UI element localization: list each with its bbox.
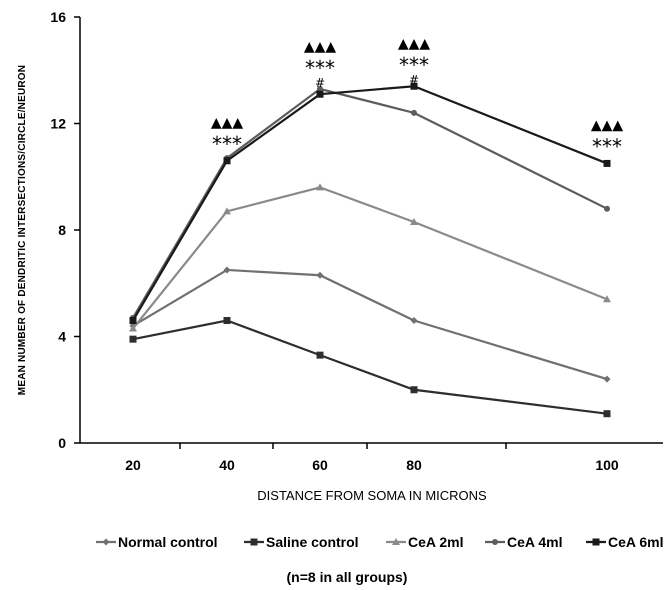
data-point — [223, 317, 231, 325]
legend-label: CeA 6ml — [608, 534, 664, 550]
legend-item: Saline control — [244, 534, 359, 550]
hash-marker: # — [409, 73, 419, 87]
data-point — [316, 351, 324, 359]
x-axis-label: DISTANCE FROM SOMA IN MICRONS — [257, 488, 487, 503]
triangle-markers: ▲▲▲ — [591, 117, 624, 133]
data-point — [410, 82, 418, 90]
legend-swatch-marker — [250, 538, 258, 546]
data-point — [316, 183, 324, 191]
series-line — [132, 319, 608, 415]
data-point — [603, 375, 611, 383]
data-point — [317, 85, 323, 92]
data-point — [604, 205, 610, 212]
x-tick-label: 60 — [312, 457, 328, 473]
legend-item: CeA 4ml — [485, 534, 563, 550]
star-markers: *** — [212, 132, 242, 156]
sample-size-note: (n=8 in all groups) — [287, 569, 408, 585]
legend-item: CeA 6ml — [586, 534, 664, 550]
significance-annotation: ▲▲▲*** — [211, 115, 244, 156]
series-1 — [129, 317, 611, 418]
legend-label: CeA 4ml — [507, 534, 563, 550]
star-markers: *** — [399, 53, 429, 77]
data-point — [316, 271, 324, 279]
series-2 — [129, 183, 611, 332]
significance-annotation: ▲▲▲***# — [304, 39, 337, 90]
y-ticks: 0 4 8 12 16 — [50, 9, 80, 451]
data-point — [410, 218, 418, 226]
y-tick-label: 16 — [50, 9, 66, 25]
y-tick-label: 0 — [58, 435, 66, 451]
legend-label: Saline control — [266, 534, 359, 550]
data-point — [603, 410, 611, 418]
data-point — [411, 109, 417, 116]
star-markers: *** — [592, 134, 622, 158]
legend-swatch-marker — [102, 538, 110, 546]
data-point — [410, 317, 418, 325]
series-4 — [129, 82, 611, 325]
significance-annotation: ▲▲▲***# — [398, 36, 431, 87]
data-point — [603, 159, 611, 167]
x-tick-label: 80 — [406, 457, 422, 473]
data-point — [129, 317, 137, 325]
legend-item: CeA 2ml — [386, 534, 464, 550]
data-point — [316, 90, 324, 98]
y-tick-label: 8 — [58, 222, 66, 238]
x-ticks: 20 40 60 80 100 — [125, 443, 619, 473]
legend: Normal control Saline control CeA 2ml CeA 4… — [96, 534, 664, 550]
x-tick-label: 40 — [219, 457, 235, 473]
axes — [79, 17, 663, 444]
y-tick-label: 4 — [58, 329, 66, 345]
annotation-layer: ▲▲▲***▲▲▲***#▲▲▲***#▲▲▲*** — [211, 36, 624, 158]
data-point — [603, 295, 611, 303]
y-axis-label: MEAN NUMBER OF DENDRITIC INTERSECTIONS/C… — [17, 65, 28, 395]
legend-swatch-marker — [592, 538, 600, 546]
series-line — [132, 186, 608, 330]
triangle-markers: ▲▲▲ — [398, 36, 431, 52]
x-tick-label: 100 — [595, 457, 619, 473]
triangle-markers: ▲▲▲ — [211, 115, 244, 131]
legend-item: Normal control — [96, 534, 218, 550]
data-point — [129, 324, 137, 332]
legend-swatch-marker — [492, 539, 498, 545]
legend-swatch-marker — [392, 538, 400, 545]
x-tick-label: 20 — [125, 457, 141, 473]
triangle-markers: ▲▲▲ — [304, 39, 337, 55]
series-layer — [129, 82, 611, 418]
legend-label: Normal control — [118, 534, 218, 550]
data-point — [223, 207, 231, 215]
hash-marker: # — [315, 76, 325, 90]
star-markers: *** — [305, 56, 335, 80]
data-point — [129, 335, 137, 343]
data-point — [223, 157, 231, 165]
data-point — [223, 266, 231, 274]
significance-annotation: ▲▲▲*** — [591, 117, 624, 158]
data-point — [410, 386, 418, 394]
y-tick-label: 12 — [50, 116, 66, 132]
legend-label: CeA 2ml — [408, 534, 464, 550]
series-line — [132, 85, 608, 322]
